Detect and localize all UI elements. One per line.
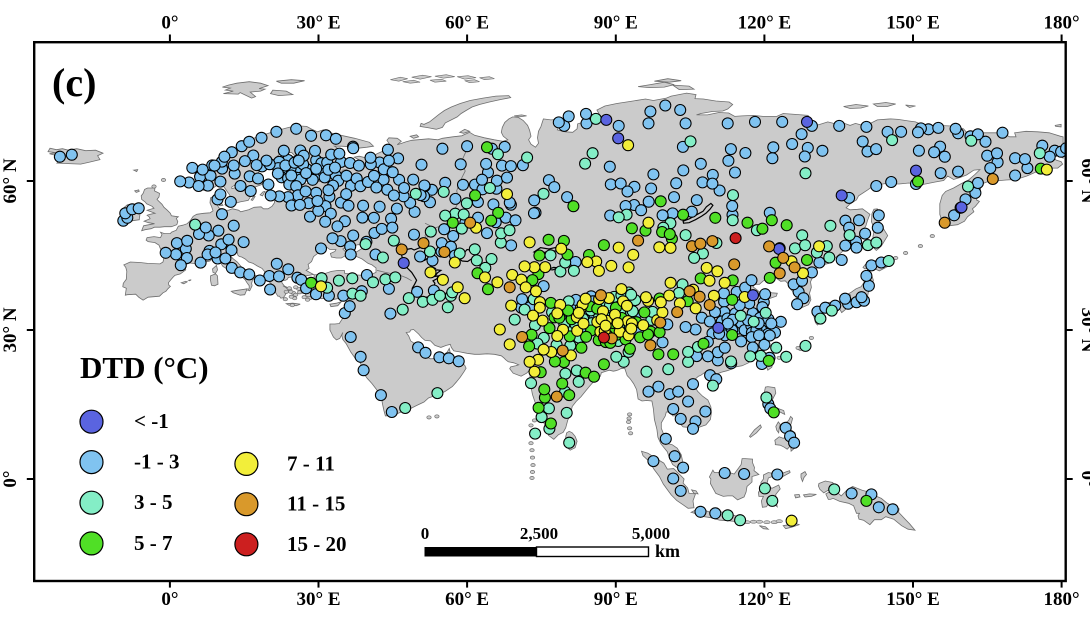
svg-text:30° N: 30° N [0, 307, 21, 352]
svg-text:30° N: 30° N [1077, 307, 1090, 352]
svg-text:60° N: 60° N [0, 158, 21, 203]
svg-text:180°: 180° [1044, 13, 1080, 34]
svg-text:15 - 20: 15 - 20 [287, 532, 347, 556]
svg-text:60° N: 60° N [1077, 158, 1090, 203]
svg-text:150° E: 150° E [886, 13, 940, 34]
svg-text:0°: 0° [0, 470, 21, 487]
svg-text:60° E: 60° E [445, 589, 489, 610]
svg-text:0: 0 [421, 524, 430, 543]
svg-text:3 - 5: 3 - 5 [134, 490, 173, 514]
svg-text:180°: 180° [1044, 589, 1080, 610]
svg-text:0°: 0° [161, 13, 178, 34]
svg-text:< -1: < -1 [134, 409, 169, 433]
svg-text:(c): (c) [52, 60, 96, 105]
svg-text:30° E: 30° E [296, 13, 340, 34]
svg-text:7 - 11: 7 - 11 [287, 451, 335, 475]
svg-text:5 - 7: 5 - 7 [134, 531, 173, 555]
svg-text:DTD (°C): DTD (°C) [80, 350, 209, 385]
svg-text:60° E: 60° E [445, 13, 489, 34]
svg-text:-1 - 3: -1 - 3 [134, 450, 180, 474]
svg-text:0°: 0° [1077, 470, 1090, 487]
svg-text:90° E: 90° E [594, 589, 638, 610]
svg-text:120° E: 120° E [738, 13, 792, 34]
svg-text:2,500: 2,500 [520, 524, 558, 543]
svg-text:5,000: 5,000 [632, 524, 670, 543]
svg-text:90° E: 90° E [594, 13, 638, 34]
svg-text:11 - 15: 11 - 15 [287, 492, 345, 516]
svg-text:km: km [655, 541, 680, 561]
svg-text:120° E: 120° E [738, 589, 792, 610]
svg-text:30° E: 30° E [296, 589, 340, 610]
svg-text:150° E: 150° E [886, 589, 940, 610]
svg-text:0°: 0° [161, 589, 178, 610]
